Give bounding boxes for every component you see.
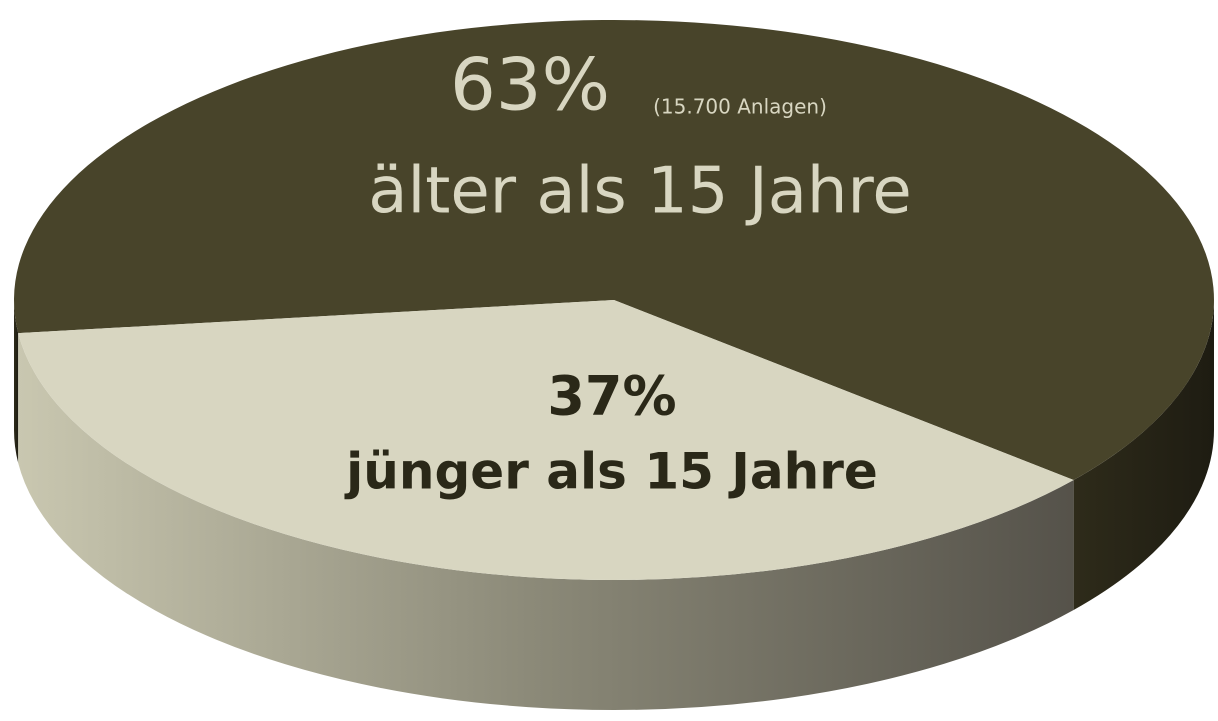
slice — [13, 20, 1214, 480]
pie — [13, 20, 1214, 711]
slice-label: jünger als 15 Jahre — [344, 443, 878, 501]
slice-label: älter als 15 Jahre — [368, 155, 912, 229]
slice-side — [14, 300, 19, 464]
slice-value-label: 63% — [450, 43, 610, 127]
slice — [18, 300, 1074, 580]
slice-value-label: 37% — [547, 365, 676, 428]
slice-side — [1073, 300, 1214, 610]
annotation: (15.700 Anlagen) — [653, 95, 827, 119]
slice-side — [18, 333, 1074, 711]
